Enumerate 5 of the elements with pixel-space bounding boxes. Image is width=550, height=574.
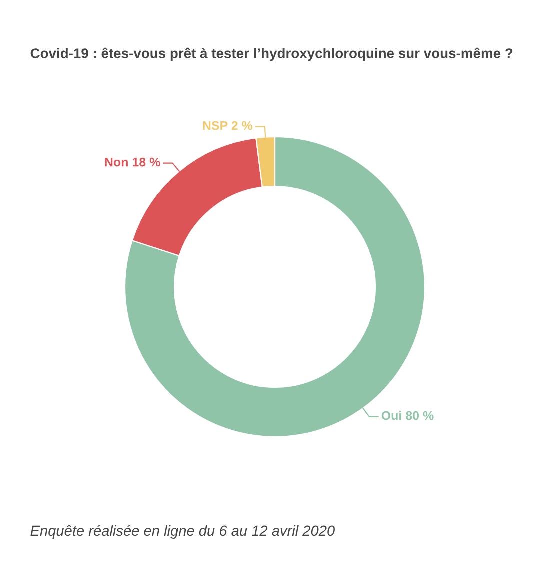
slice-label: Oui 80 % <box>382 411 434 420</box>
text: Enquête réalisée en ligne du 6 au 12 avril 2020 <box>30 525 335 539</box>
slice-label: Non 18 % <box>105 158 160 167</box>
chart-title: Covid-19 : êtes-vous prêt à tester l’hydroxychloroquine sur vous-même ? <box>30 48 513 62</box>
slice-label: NSP 2 % <box>203 121 253 130</box>
